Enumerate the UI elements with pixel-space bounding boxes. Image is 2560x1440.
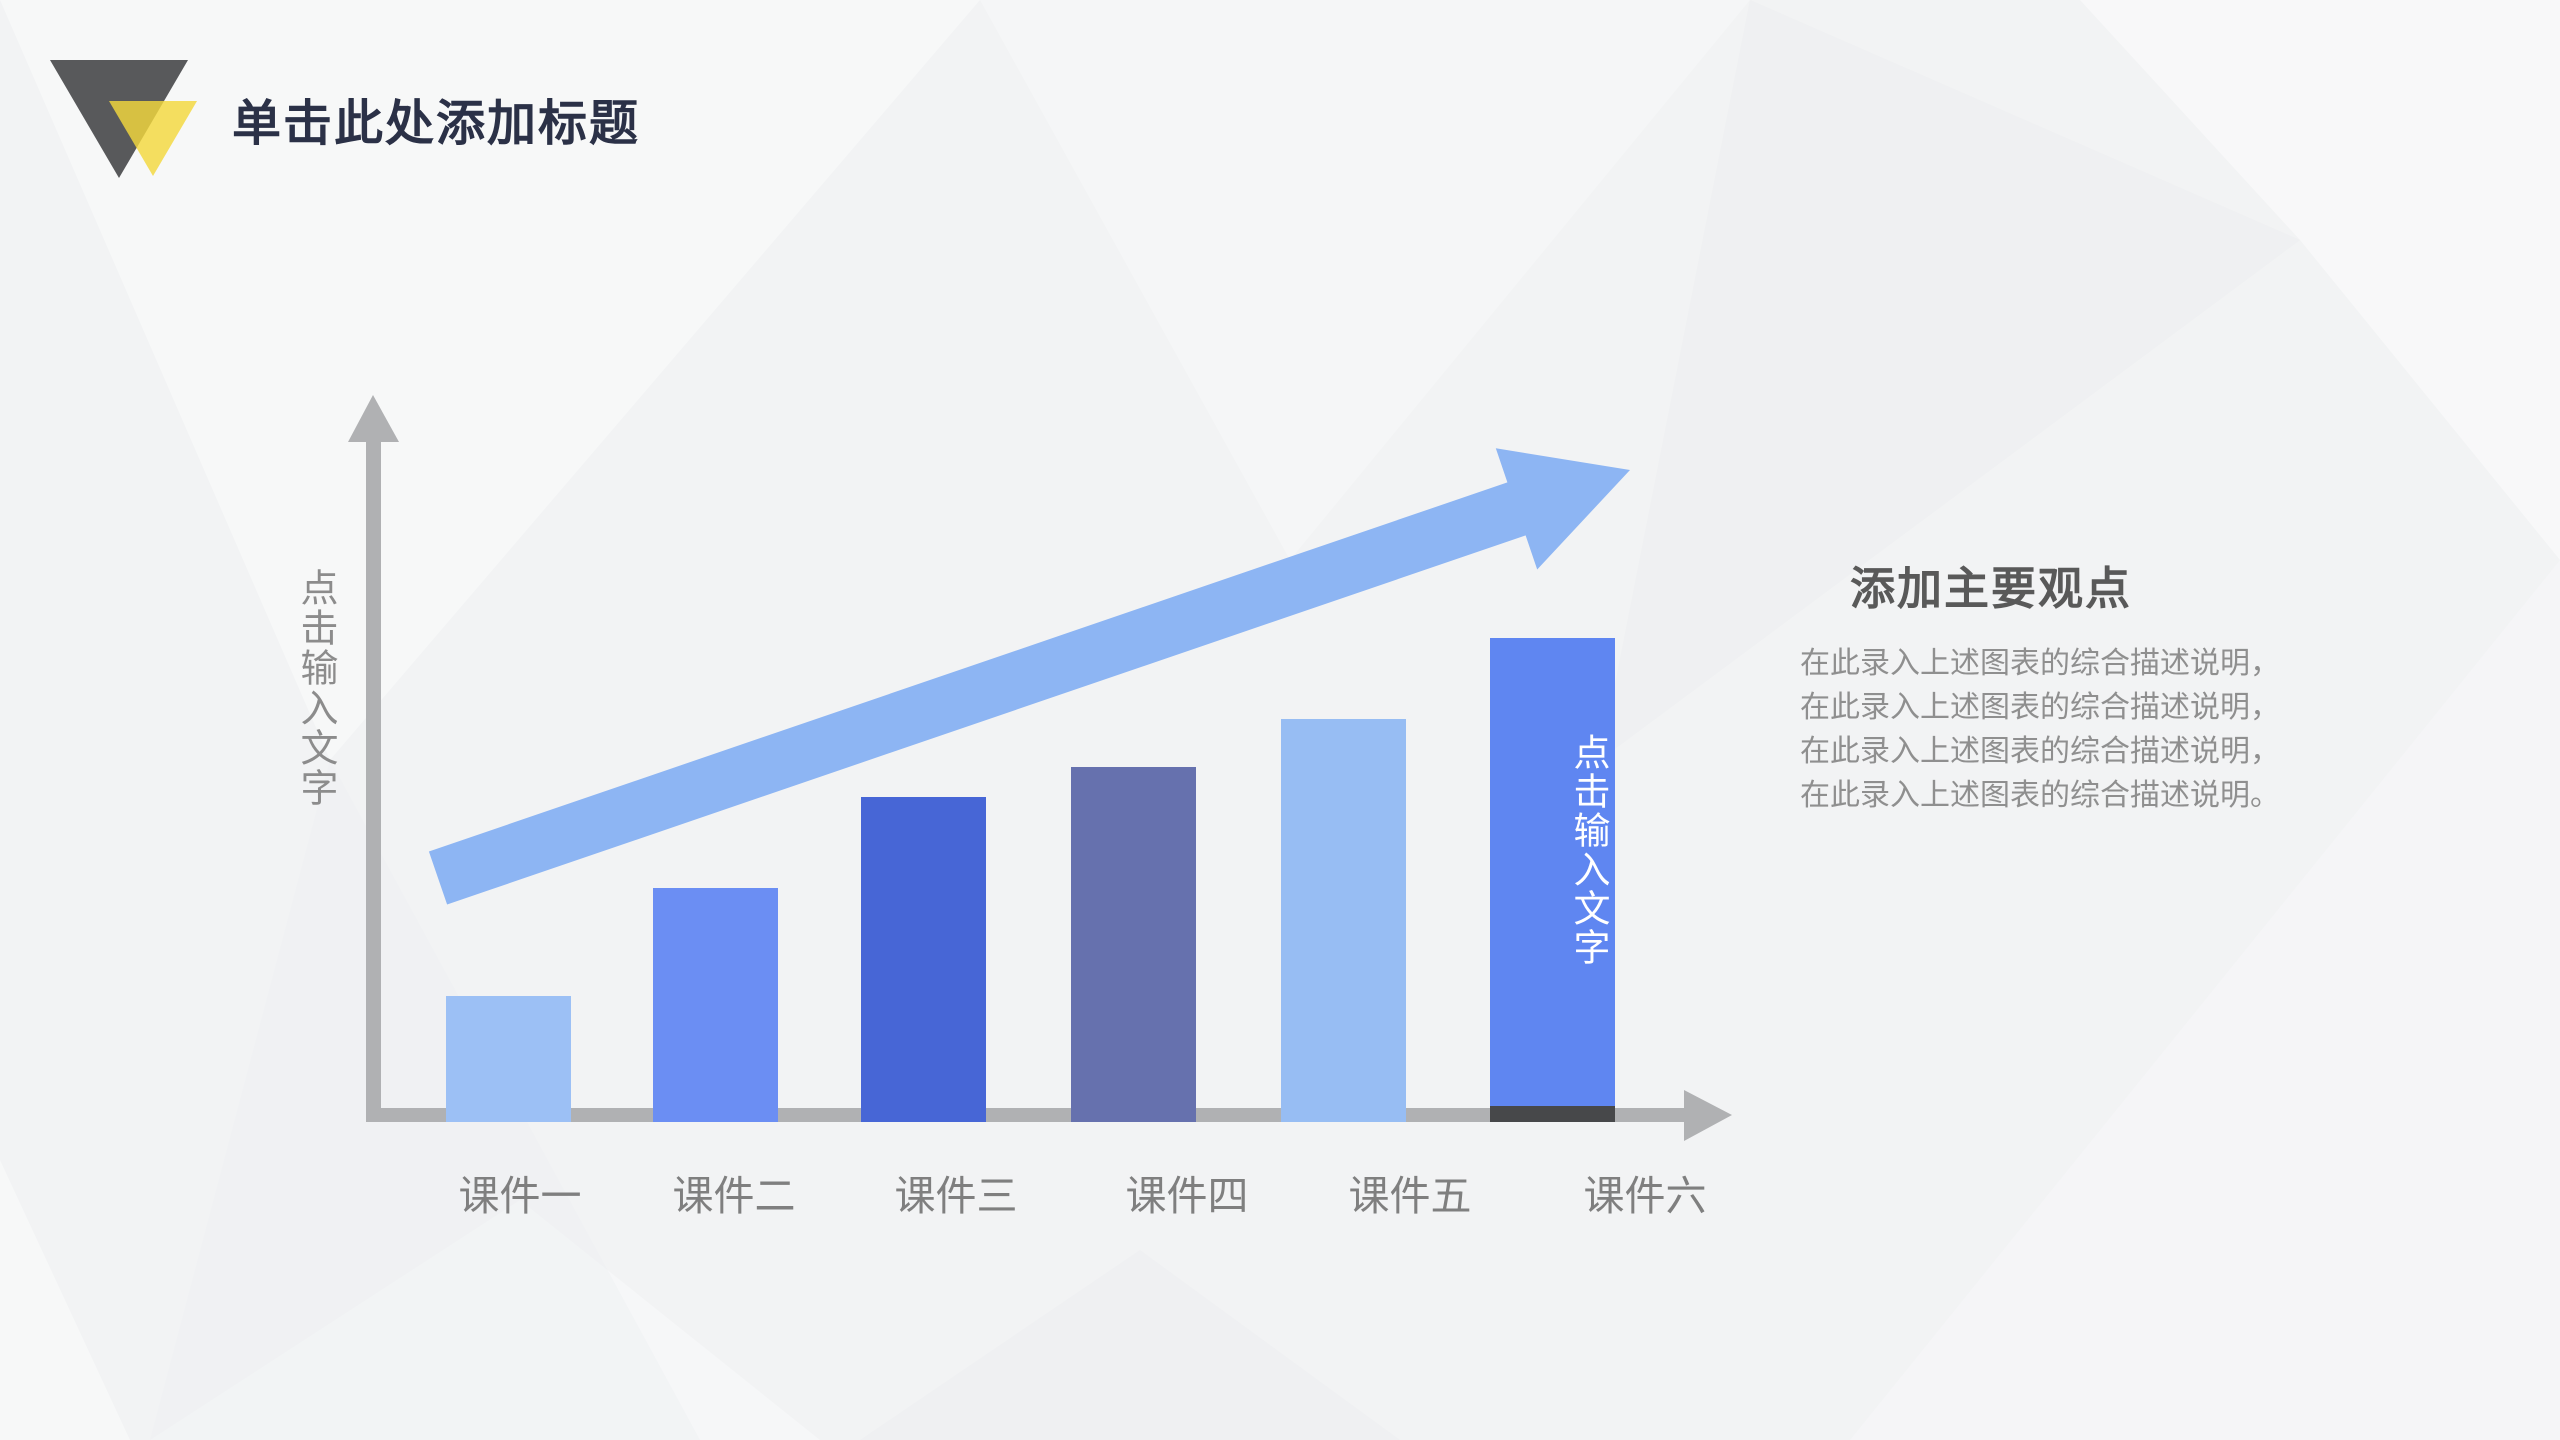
title-placeholder[interactable]: 单击此处添加标题	[232, 97, 641, 151]
bar-3	[861, 797, 986, 1122]
category-label-5: 课件五	[1348, 1173, 1472, 1219]
logo-yellow-triangle	[109, 101, 197, 176]
notes-heading: 添加主要观点	[1850, 563, 2133, 614]
y-axis-arrowhead	[348, 395, 399, 442]
trend-arrow	[428, 448, 1630, 905]
x-axis-arrowhead	[1684, 1090, 1732, 1141]
bar6-text-placeholder[interactable]: 点击输入文字	[1568, 733, 1609, 967]
category-label-4: 课件四	[1125, 1173, 1249, 1219]
bar-1	[446, 996, 571, 1122]
y-axis-text-placeholder[interactable]: 点击输入文字	[294, 568, 336, 808]
bar-6: 点击输入文字	[1490, 638, 1615, 1122]
notes-body: 在此录入上述图表的综合描述说明， 在此录入上述图表的综合描述说明， 在此录入上述…	[1800, 642, 2320, 818]
notes-line: 在此录入上述图表的综合描述说明，	[1800, 691, 2280, 724]
y-axis-line	[366, 438, 381, 1122]
bar-2	[653, 888, 778, 1122]
notes-line: 在此录入上述图表的综合描述说明。	[1800, 779, 2280, 812]
notes-line: 在此录入上述图表的综合描述说明，	[1800, 735, 2280, 768]
bar-5	[1281, 719, 1406, 1122]
category-label-2: 课件二	[672, 1173, 796, 1219]
logo-gray-triangle	[50, 60, 188, 178]
category-label-3: 课件三	[894, 1173, 1018, 1219]
category-label-6: 课件六	[1583, 1173, 1707, 1219]
notes-line: 在此录入上述图表的综合描述说明，	[1800, 647, 2280, 680]
category-label-1: 课件一	[458, 1173, 582, 1219]
logo	[50, 60, 197, 178]
bar-4	[1071, 767, 1196, 1122]
bar6-base-strip	[1490, 1106, 1615, 1122]
